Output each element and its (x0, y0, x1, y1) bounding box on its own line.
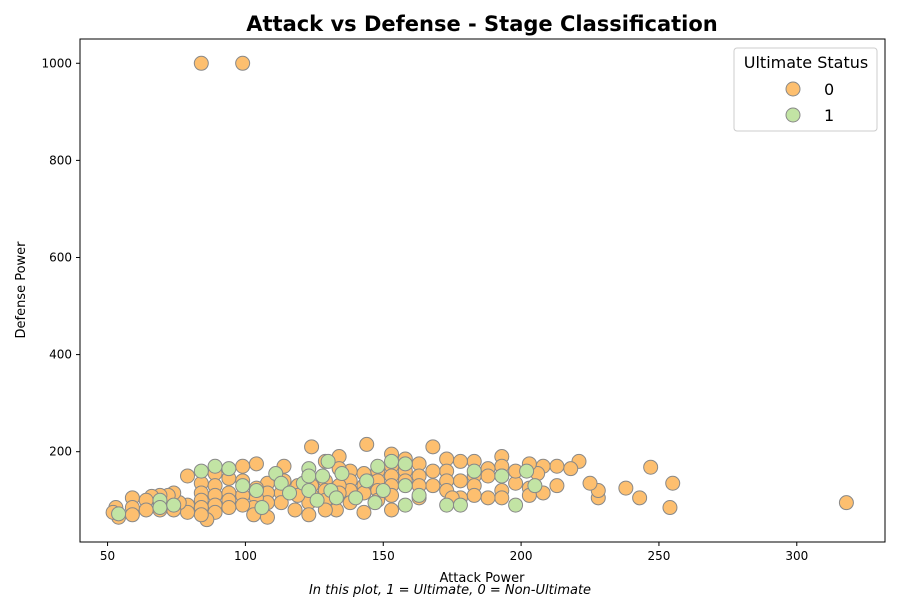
data-point-1 (235, 478, 251, 494)
data-point-0 (662, 500, 678, 516)
data-point-0 (317, 502, 333, 518)
data-point-1 (328, 490, 344, 506)
data-point-0 (452, 453, 468, 469)
data-point-1 (370, 458, 386, 474)
data-point-1 (397, 497, 413, 513)
data-point-1 (367, 495, 383, 511)
data-point-1 (320, 453, 336, 469)
data-point-1 (439, 497, 455, 513)
data-point-0 (193, 55, 209, 71)
data-point-0 (304, 439, 320, 455)
legend-title: Ultimate Status (744, 53, 868, 72)
data-point-0 (466, 487, 482, 503)
x-axis-label: Attack Power (440, 571, 526, 586)
data-point-1 (273, 475, 289, 491)
y-tick-label: 1000 (41, 56, 72, 70)
x-axis: 50 100 150 200 250 300 (100, 542, 808, 563)
plot-frame (79, 38, 886, 543)
data-point-0 (452, 473, 468, 489)
data-point-1 (282, 485, 298, 501)
data-point-1 (375, 483, 391, 499)
data-point-1 (452, 497, 468, 513)
data-point-0 (549, 458, 565, 474)
data-point-0 (301, 507, 317, 523)
data-point-1 (248, 483, 264, 499)
legend-marker-0 (785, 81, 801, 97)
data-point-0 (356, 504, 372, 520)
data-point-1 (384, 453, 400, 469)
x-tick-label: 150 (372, 549, 395, 563)
data-point-0 (632, 490, 648, 506)
data-point-1 (508, 497, 524, 513)
points-layer (105, 55, 854, 528)
x-tick-label: 250 (647, 549, 670, 563)
chart-title: Attack vs Defense - Stage Classification (246, 12, 718, 36)
data-point-1 (301, 468, 317, 484)
data-point-0 (248, 456, 264, 472)
data-point-0 (643, 459, 659, 475)
data-point-0 (221, 500, 237, 516)
data-point-0 (235, 55, 251, 71)
chart-caption: In this plot, 1 = Ultimate, 0 = Non-Ulti… (309, 583, 591, 598)
legend-box (733, 47, 878, 132)
y-axis-label: Defense Power (14, 241, 29, 339)
data-point-0 (138, 502, 154, 518)
data-point-1 (466, 463, 482, 479)
data-point-1 (301, 483, 317, 499)
y-tick-label: 600 (49, 250, 72, 264)
data-point-1 (411, 487, 427, 503)
data-point-1 (334, 466, 350, 482)
data-point-0 (838, 495, 854, 511)
x-tick-label: 50 (100, 549, 115, 563)
data-point-1 (309, 492, 325, 508)
y-tick-label: 800 (49, 153, 72, 167)
data-point-0 (193, 507, 209, 523)
legend-label-1: 1 (824, 106, 834, 125)
data-point-0 (287, 502, 303, 518)
data-point-1 (152, 500, 168, 516)
legend-marker-1 (785, 107, 801, 123)
data-point-1 (193, 463, 209, 479)
data-point-0 (665, 475, 681, 491)
data-point-0 (494, 490, 510, 506)
data-point-1 (494, 468, 510, 484)
data-point-0 (480, 490, 496, 506)
data-point-1 (166, 497, 182, 513)
data-point-0 (235, 497, 251, 513)
data-point-0 (425, 463, 441, 479)
y-axis: 200 400 600 800 1000 (41, 56, 80, 459)
data-point-0 (618, 480, 634, 496)
x-tick-label: 200 (510, 549, 533, 563)
x-tick-label: 300 (785, 549, 808, 563)
data-point-0 (180, 468, 196, 484)
legend: Ultimate Status 0 1 (733, 47, 878, 132)
data-point-1 (111, 506, 127, 522)
data-point-1 (397, 478, 413, 494)
data-point-0 (563, 461, 579, 477)
data-point-1 (348, 490, 364, 506)
y-tick-label: 400 (49, 348, 72, 362)
x-tick-label: 100 (234, 549, 257, 563)
data-point-1 (207, 458, 223, 474)
data-point-1 (519, 463, 535, 479)
data-point-1 (315, 468, 331, 484)
data-point-0 (582, 475, 598, 491)
y-tick-label: 200 (49, 445, 72, 459)
data-point-1 (221, 461, 237, 477)
data-point-1 (397, 456, 413, 472)
legend-label-0: 0 (824, 80, 834, 99)
data-point-0 (480, 468, 496, 484)
data-point-0 (235, 458, 251, 474)
data-point-1 (359, 473, 375, 489)
data-point-0 (425, 478, 441, 494)
data-point-0 (384, 502, 400, 518)
data-point-1 (254, 500, 270, 516)
data-point-0 (124, 507, 140, 523)
data-point-1 (527, 478, 543, 494)
data-point-0 (359, 436, 375, 452)
data-point-0 (425, 439, 441, 455)
data-point-0 (549, 478, 565, 494)
